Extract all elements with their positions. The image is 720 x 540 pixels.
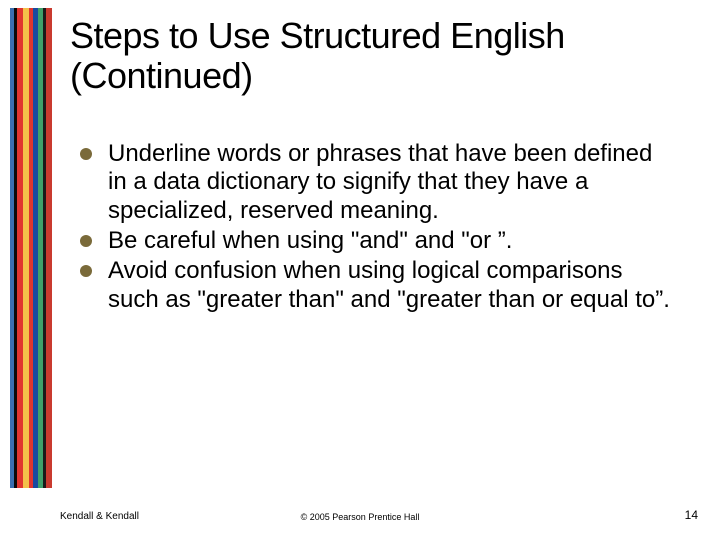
stripe-band [46,8,52,488]
list-item-text: Underline words or phrases that have bee… [108,140,652,224]
bullet-icon [80,148,92,160]
bullet-icon [80,265,92,277]
slide-title: Steps to Use Structured English (Continu… [70,16,670,97]
list-item-text: Avoid confusion when using logical compa… [108,257,670,312]
footer-page-number: 14 [685,508,698,522]
bullet-list: Underline words or phrases that have bee… [80,140,670,316]
list-item: Underline words or phrases that have bee… [80,140,670,225]
decorative-stripe [10,8,52,488]
list-item: Avoid confusion when using logical compa… [80,257,670,314]
slide: Steps to Use Structured English (Continu… [0,0,720,540]
list-item-text: Be careful when using "and" and "or ”. [108,227,512,254]
bullet-icon [80,235,92,247]
footer-copyright: © 2005 Pearson Prentice Hall [0,512,720,522]
list-item: Be careful when using "and" and "or ”. [80,227,670,255]
